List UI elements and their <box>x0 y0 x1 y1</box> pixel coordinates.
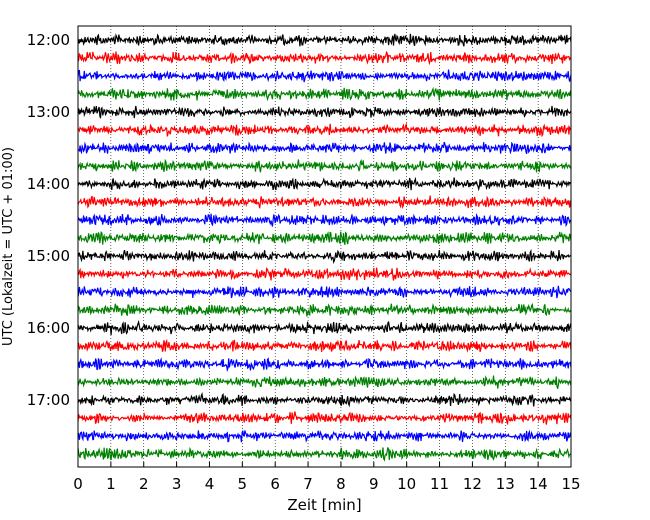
seismic-traces <box>77 33 572 462</box>
x-tick-label: 13 <box>496 475 515 493</box>
x-tick-label: 12 <box>463 475 482 493</box>
y-tick-label: 16:00 <box>27 319 70 337</box>
trace-line <box>77 429 572 443</box>
x-tick-label: 7 <box>303 475 313 493</box>
trace-line <box>77 285 572 299</box>
trace-line <box>77 122 572 138</box>
trace-line <box>77 446 572 462</box>
trace-line <box>77 33 572 47</box>
y-tick-label: 12:00 <box>27 31 70 49</box>
trace-line <box>77 375 572 389</box>
trace-line <box>77 50 572 66</box>
x-tick-label: 10 <box>397 475 416 493</box>
y-tick-label: 14:00 <box>27 175 70 193</box>
y-tick-label: 15:00 <box>27 247 70 265</box>
trace-line <box>77 357 572 372</box>
trace-line <box>77 338 572 353</box>
x-tick-label: 0 <box>73 475 83 493</box>
y-tick-label: 13:00 <box>27 103 70 121</box>
x-tick-label: 14 <box>529 475 548 493</box>
x-tick-label: 4 <box>205 475 215 493</box>
trace-line <box>77 158 572 173</box>
x-tick-label: 15 <box>561 475 580 493</box>
x-axis-ticks: 0 1 2 3 4 5 6 7 8 9 10 11 12 13 14 15 <box>73 462 581 493</box>
trace-line <box>77 266 572 281</box>
y-axis-ticks: 12:00 13:00 14:00 15:00 16:00 17:00 <box>27 31 83 409</box>
x-tick-label: 6 <box>270 475 280 493</box>
x-axis-label: Zeit [min] <box>287 496 361 514</box>
plot-frame <box>77 25 572 468</box>
trace-line <box>77 69 572 83</box>
trace-line <box>77 411 572 426</box>
x-tick-label: 2 <box>139 475 149 493</box>
trace-line <box>77 86 572 102</box>
trace-line <box>77 391 572 408</box>
trace-line <box>77 195 572 210</box>
x-tick-label: 8 <box>336 475 346 493</box>
trace-line <box>77 105 572 119</box>
x-tick-label: 3 <box>172 475 182 493</box>
y-axis-label: UTC (Lokalzeit = UTC + 01:00) <box>1 147 16 346</box>
trace-line <box>77 212 572 228</box>
trace-line <box>77 302 571 317</box>
trace-line <box>77 141 572 155</box>
x-tick-label: 5 <box>238 475 248 493</box>
trace-line <box>77 230 572 245</box>
x-tick-label: 11 <box>430 475 449 493</box>
trace-line <box>77 248 572 264</box>
x-tick-label: 1 <box>106 475 116 493</box>
trace-line <box>77 319 572 335</box>
y-tick-label: 17:00 <box>27 391 70 409</box>
x-tick-label: 9 <box>369 475 379 493</box>
trace-line <box>77 176 572 192</box>
